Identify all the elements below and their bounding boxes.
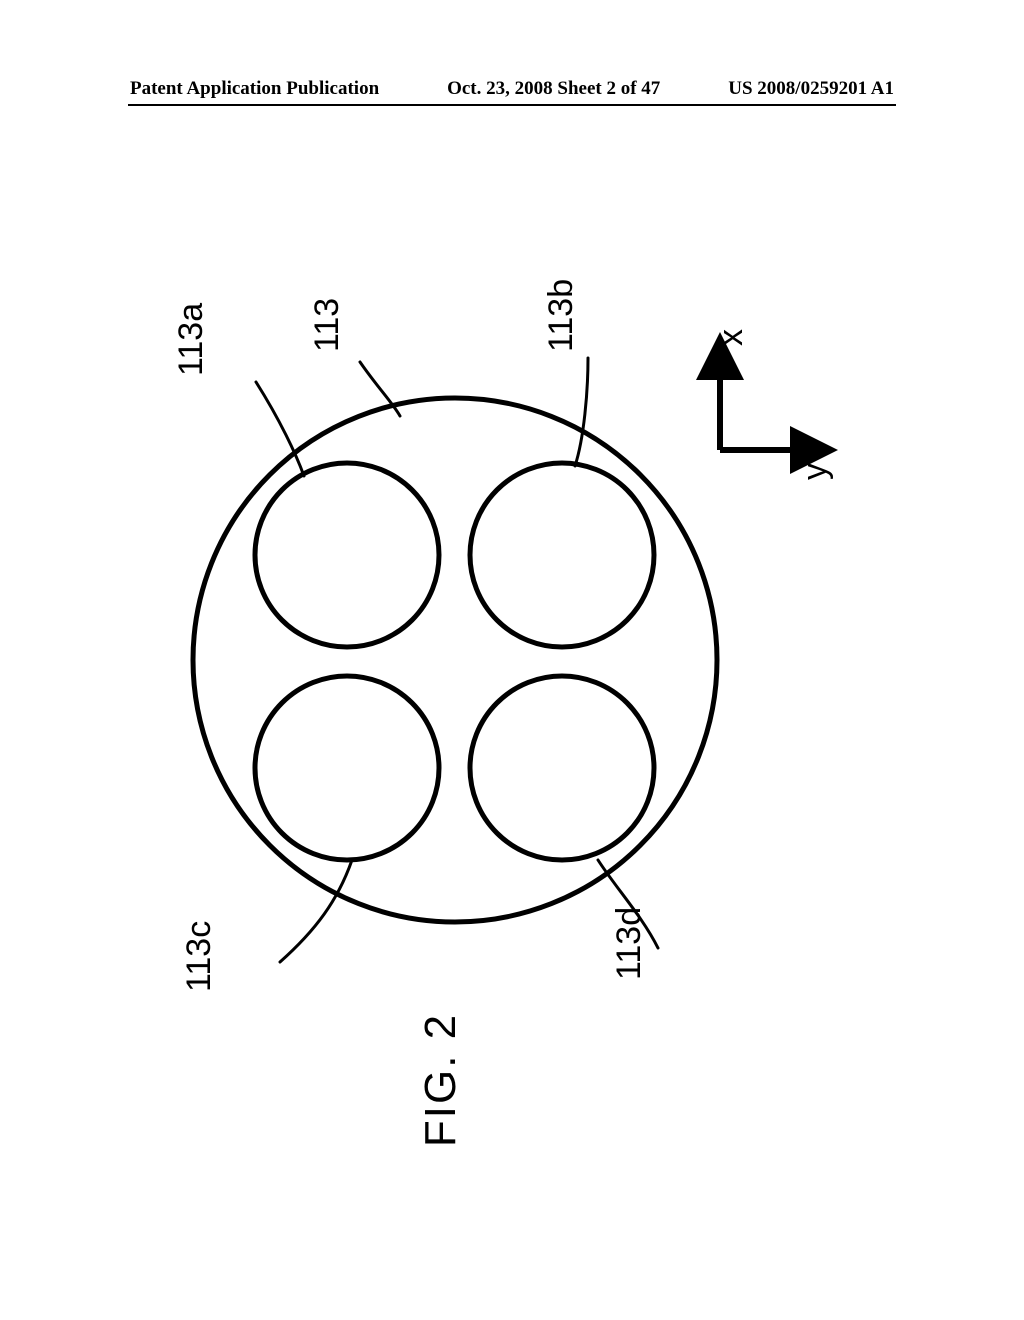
inner-circle-113a: [255, 463, 439, 647]
label-113c: 113c: [180, 921, 218, 992]
page: Patent Application Publication Oct. 23, …: [0, 0, 1024, 1320]
figure-2: 113 113a 113b 113c 113d x y FIG. 2: [0, 140, 1024, 1240]
axis-y-label: y: [796, 463, 834, 480]
outer-circle-113: [193, 398, 717, 922]
leader-113b: [575, 358, 588, 466]
header-center: Oct. 23, 2008 Sheet 2 of 47: [447, 78, 660, 100]
label-113: 113: [308, 298, 346, 352]
inner-circle-113b: [470, 463, 654, 647]
leader-113c: [280, 860, 352, 962]
header-rule: [128, 104, 896, 106]
figure-2-svg: 113 113a 113b 113c 113d x y FIG. 2: [0, 140, 1024, 1240]
page-header: Patent Application Publication Oct. 23, …: [130, 78, 894, 100]
header-left: Patent Application Publication: [130, 78, 379, 100]
label-113a: 113a: [172, 303, 210, 376]
axis-x-label: x: [712, 329, 750, 346]
inner-circle-113d: [470, 676, 654, 860]
figure-caption: FIG. 2: [416, 1013, 465, 1147]
inner-circle-113c: [255, 676, 439, 860]
axes: x y: [712, 329, 834, 480]
label-113d: 113d: [610, 907, 648, 980]
header-right: US 2008/0259201 A1: [728, 78, 894, 100]
label-113b: 113b: [542, 279, 580, 352]
